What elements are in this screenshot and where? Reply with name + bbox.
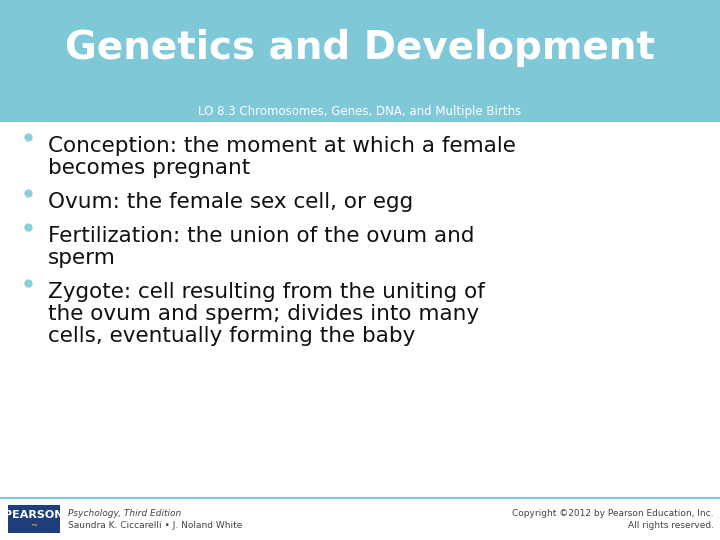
Text: Ovum: the female sex cell, or egg: Ovum: the female sex cell, or egg (48, 192, 413, 212)
Text: Genetics and Development: Genetics and Development (65, 29, 655, 67)
Bar (8, 505, 60, 533)
Text: Psychology, Third Edition: Psychology, Third Edition (68, 509, 181, 517)
Text: Copyright ©2012 by Pearson Education, Inc.: Copyright ©2012 by Pearson Education, In… (513, 509, 714, 517)
Text: the ovum and sperm; divides into many: the ovum and sperm; divides into many (48, 304, 479, 324)
Text: Fertilization: the union of the ovum and: Fertilization: the union of the ovum and (48, 226, 474, 246)
Text: Conception: the moment at which a female: Conception: the moment at which a female (48, 136, 516, 156)
Bar (0, 100, 720, 122)
Text: All rights reserved.: All rights reserved. (628, 521, 714, 530)
Text: cells, eventually forming the baby: cells, eventually forming the baby (48, 326, 415, 346)
Text: becomes pregnant: becomes pregnant (48, 158, 251, 178)
Text: LO 8.3 Chromosomes, Genes, DNA, and Multiple Births: LO 8.3 Chromosomes, Genes, DNA, and Mult… (199, 105, 521, 118)
Text: Saundra K. Ciccarelli • J. Noland White: Saundra K. Ciccarelli • J. Noland White (68, 521, 243, 530)
Text: PEARSON: PEARSON (4, 510, 64, 520)
Text: sperm: sperm (48, 248, 116, 268)
Text: ~: ~ (30, 522, 37, 530)
Text: Zygote: cell resulting from the uniting of: Zygote: cell resulting from the uniting … (48, 282, 485, 302)
Bar (0, 0, 720, 100)
